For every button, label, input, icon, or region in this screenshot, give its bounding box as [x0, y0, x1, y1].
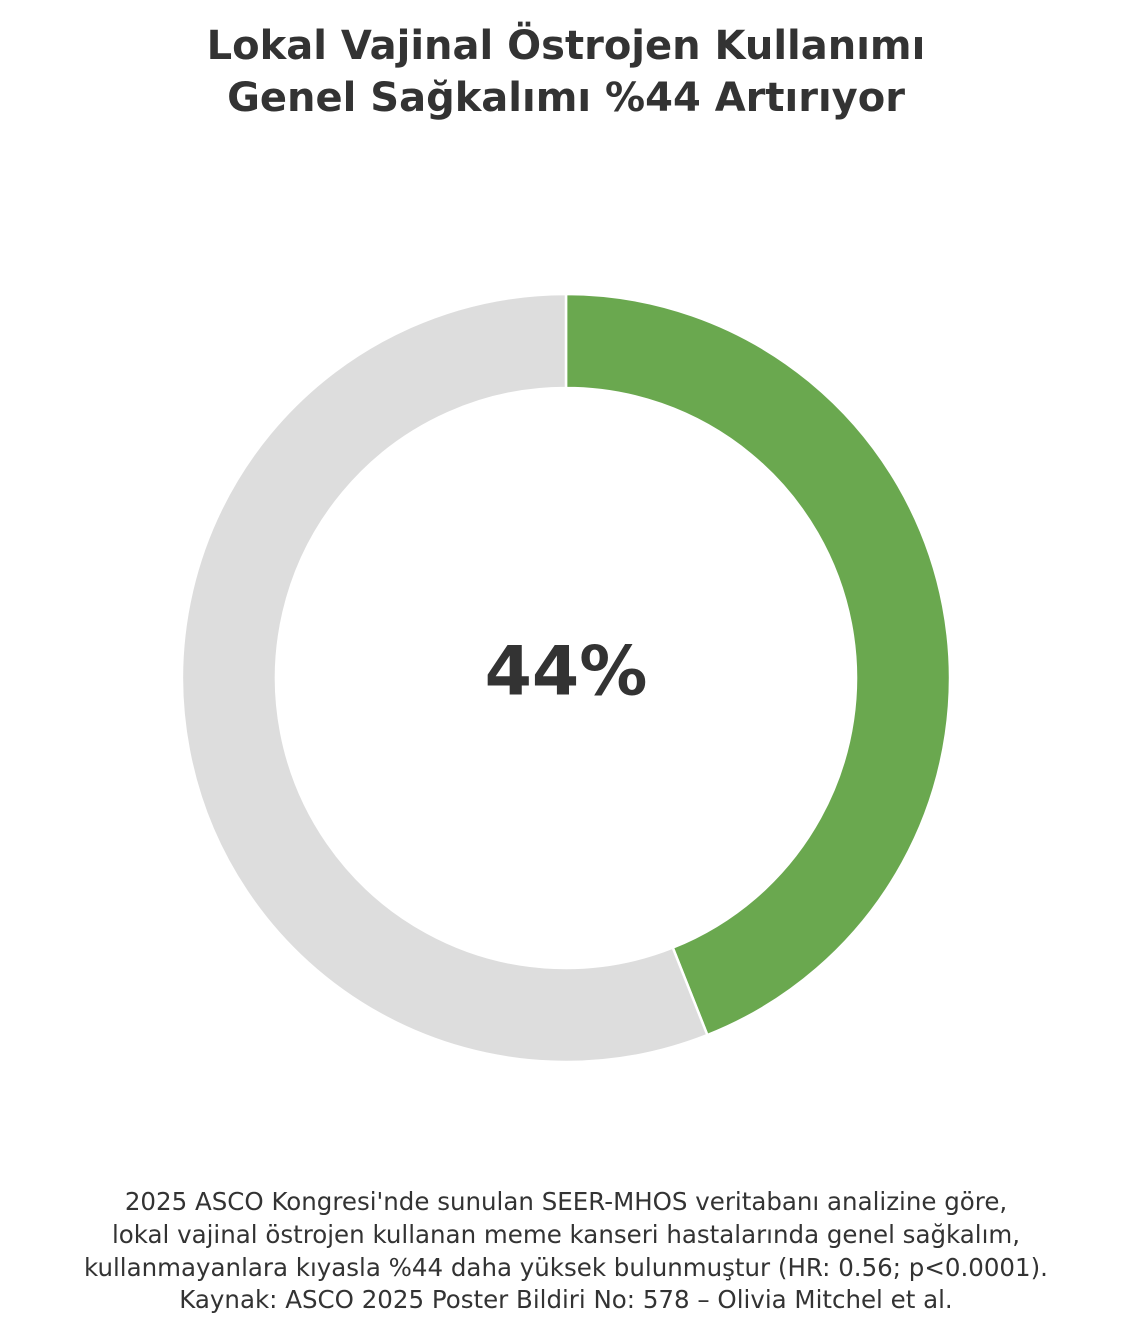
chart-title: Lokal Vajinal Östrojen Kullanımı	[207, 21, 926, 69]
center-label: 44%	[485, 633, 648, 712]
chart-title: Genel Sağkalımı %44 Artırıyor	[227, 75, 905, 121]
donut-slice	[180, 292, 709, 1064]
donut-slice	[564, 292, 952, 1037]
footnote: kullanmayanlara kıyasla %44 daha yüksek …	[84, 1253, 1048, 1282]
footnote: lokal vajinal östrojen kullanan meme kan…	[112, 1220, 1020, 1249]
footnote: Kaynak: ASCO 2025 Poster Bildiri No: 578…	[179, 1285, 952, 1314]
donut	[180, 292, 952, 1064]
footnote: 2025 ASCO Kongresi'nde sunulan SEER-MHOS…	[125, 1187, 1007, 1216]
